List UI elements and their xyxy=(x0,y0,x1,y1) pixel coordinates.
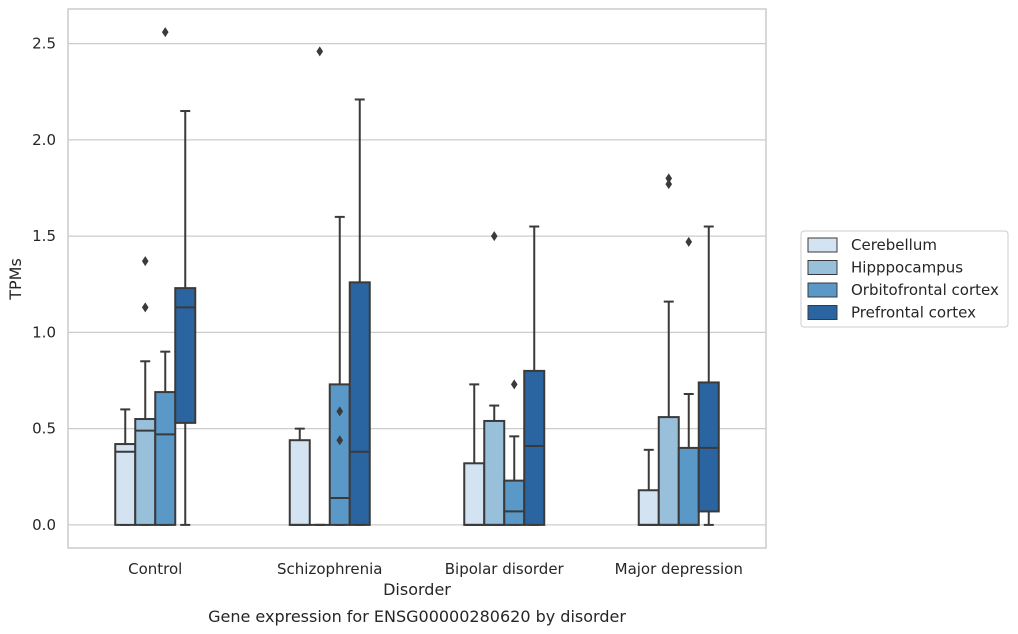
outlier-point xyxy=(161,27,169,38)
box-iqr xyxy=(174,287,197,424)
box-iqr xyxy=(677,446,700,526)
box-cerebellum xyxy=(288,427,311,526)
y-tick-label: 2.5 xyxy=(32,35,56,53)
outlier-point xyxy=(141,302,149,313)
box-orbitofrontal-cortex xyxy=(503,379,526,526)
outlier-point xyxy=(316,46,324,57)
box-orbitofrontal-cortex xyxy=(677,236,700,526)
y-tick-label: 1.0 xyxy=(32,323,56,341)
legend-label: Orbitofrontal cortex xyxy=(851,281,999,299)
box-iqr xyxy=(348,281,371,526)
box-iqr xyxy=(328,383,351,526)
box-iqr xyxy=(463,462,486,526)
outlier-point xyxy=(336,406,344,417)
x-tick-label: Control xyxy=(128,560,182,578)
outlier-point xyxy=(685,236,693,247)
legend-label: Cerebellum xyxy=(851,236,937,254)
y-tick-labels: 0.0 0.5 1.0 1.5 2.0 2.5 xyxy=(32,35,56,534)
legend-swatch xyxy=(807,237,838,253)
box-iqr xyxy=(134,418,157,526)
outlier-point xyxy=(665,173,673,184)
box-orbitofrontal-cortex xyxy=(154,27,177,526)
legend-label: Prefrontal cortex xyxy=(851,304,976,322)
legend-frame xyxy=(800,230,1009,328)
box-iqr xyxy=(637,489,660,526)
box-iqr xyxy=(483,419,506,526)
legend-swatch xyxy=(807,282,838,298)
box-prefrontal-cortex xyxy=(174,110,197,526)
outlier-point xyxy=(141,256,149,267)
box-cerebellum xyxy=(463,383,486,526)
box-iqr xyxy=(154,391,177,526)
legend: Cerebellum Hipppocampus Orbitofrontal cort… xyxy=(800,230,1009,328)
box-prefrontal-cortex xyxy=(523,225,546,526)
outlier-point xyxy=(665,179,673,190)
box-cerebellum xyxy=(637,448,660,526)
outlier-point xyxy=(490,231,498,242)
chart-caption: Gene expression for ENSG00000280620 by d… xyxy=(208,607,626,626)
box-groups xyxy=(114,27,720,526)
y-tick-label: 0.0 xyxy=(32,516,56,534)
x-tick-labels: Control Schizophrenia Bipolar disorder Majo… xyxy=(128,560,743,578)
x-tick-label: Bipolar disorder xyxy=(445,560,565,578)
box-iqr xyxy=(114,443,137,526)
box-prefrontal-cortex xyxy=(697,225,720,526)
box-hipppocampus xyxy=(657,173,680,526)
legend-swatch xyxy=(807,260,838,275)
box-iqr xyxy=(657,416,680,526)
x-axis-label: Disorder xyxy=(383,580,451,599)
y-tick-label: 2.0 xyxy=(32,131,56,149)
box-prefrontal-cortex xyxy=(348,98,371,526)
box-hipppocampus xyxy=(309,46,330,526)
outlier-point xyxy=(510,379,518,390)
box-iqr xyxy=(288,439,311,526)
box-iqr xyxy=(503,479,526,526)
box-iqr xyxy=(523,369,546,526)
box-hipppocampus xyxy=(483,231,506,526)
y-tick-label: 0.5 xyxy=(32,420,56,438)
plot-area-frame xyxy=(67,8,767,549)
x-tick-label: Major depression xyxy=(615,560,743,578)
x-tick-label: Schizophrenia xyxy=(277,560,382,578)
legend-swatch xyxy=(807,305,838,320)
legend-label: Hipppocampus xyxy=(851,259,963,277)
y-tick-label: 1.5 xyxy=(32,227,56,245)
box-cerebellum xyxy=(114,408,137,526)
box-orbitofrontal-cortex xyxy=(328,215,351,526)
outlier-point xyxy=(336,435,344,446)
y-axis-label: TPMs xyxy=(6,258,25,301)
